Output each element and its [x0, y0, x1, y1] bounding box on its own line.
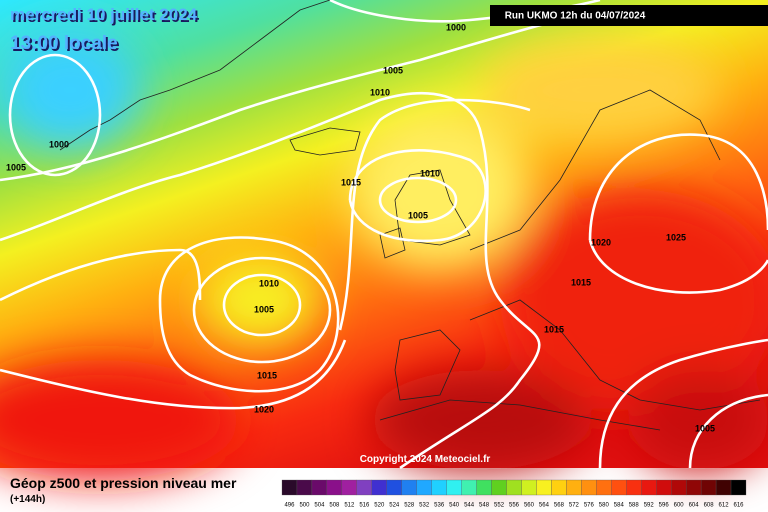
scale-label: 520	[374, 503, 385, 509]
scale-label: 508	[329, 503, 340, 509]
date-shadow: mercredi 10 juillet 2024	[12, 7, 200, 26]
scale-swatch	[296, 479, 313, 496]
scale-swatch	[685, 479, 702, 496]
isobar-label: 1015	[341, 177, 361, 187]
isobar-label: 1005	[695, 423, 715, 433]
scale-swatch	[506, 479, 522, 496]
scale-label: 596	[659, 503, 670, 509]
legend-subtitle: (+144h)	[10, 494, 45, 505]
isobar-label: 1025	[666, 232, 686, 242]
run-info: Run UKMO 12h du 04/07/2024	[505, 11, 646, 22]
scale-label: 604	[689, 503, 700, 509]
scale-swatch	[656, 479, 672, 496]
scale-swatch	[641, 479, 657, 496]
scale-swatch	[431, 479, 447, 496]
scale-label: 544	[464, 503, 475, 509]
scale-label: 568	[554, 503, 565, 509]
scale-label: 588	[629, 503, 640, 509]
scale-swatch	[626, 479, 642, 496]
scale-label: 560	[524, 503, 535, 509]
scale-swatch	[491, 479, 507, 496]
date: mercredi 10 juillet 2024	[10, 5, 198, 24]
scale-label: 496	[284, 503, 295, 509]
scale-label: 528	[404, 503, 415, 509]
isobar-label: 1015	[257, 370, 277, 380]
scale-swatch	[356, 479, 372, 496]
scale-swatch	[566, 479, 582, 496]
scale-swatch	[521, 479, 537, 496]
scale-swatch	[596, 479, 612, 496]
scale-swatch	[386, 479, 402, 496]
scale-swatch	[611, 479, 627, 496]
legend-title: Géop z500 et pression niveau mer	[10, 475, 237, 491]
scale-swatch	[671, 479, 687, 496]
coastlines	[59, 0, 761, 431]
isobar-label: 1020	[254, 404, 274, 414]
isobar-label: 1020	[591, 237, 611, 247]
scale-swatch	[416, 479, 432, 496]
scale-label: 536	[434, 503, 445, 509]
scale-label: 524	[389, 503, 400, 509]
isobar-label: 1005	[254, 304, 274, 314]
scale-label: 608	[704, 503, 715, 509]
scale-label: 500	[299, 503, 310, 509]
scale-swatch	[446, 479, 462, 496]
scale-swatch	[551, 479, 567, 496]
scale-swatch	[536, 479, 552, 496]
scale-swatch	[476, 479, 492, 496]
copyright: Copyright 2024 Meteociel.fr	[360, 454, 491, 465]
isobar-label: 1010	[420, 168, 440, 178]
scale-label: 532	[419, 503, 430, 509]
scale-swatch	[730, 479, 747, 496]
scale-label: 572	[569, 503, 580, 509]
scale-label: 548	[479, 503, 490, 509]
scale-label: 592	[644, 503, 655, 509]
scale-swatch	[581, 479, 597, 496]
scale-swatch	[715, 479, 732, 496]
isobar-label: 1005	[408, 210, 428, 220]
isobar-label: 1015	[571, 277, 591, 287]
run-box	[490, 5, 768, 26]
header: mercredi 10 juillet 2024 mercredi 10 jui…	[10, 5, 768, 56]
time: 13:00 locale	[10, 33, 118, 54]
isobar-label: 1015	[544, 324, 564, 334]
scale-label: 552	[494, 503, 505, 509]
isobar-label: 1005	[383, 65, 403, 75]
scale-swatch	[401, 479, 417, 496]
isobar-label: 1000	[49, 139, 69, 149]
isobar-label: 1000	[446, 22, 466, 32]
scale-label: 540	[449, 503, 460, 509]
isobar-label: 1005	[6, 162, 26, 172]
scale-label: 580	[599, 503, 610, 509]
color-scale: 496 500 504 508 512 516 520 524 528 532 536 540 544 5…	[281, 479, 747, 509]
scale-label: 512	[344, 503, 355, 509]
scale-swatch	[371, 479, 387, 496]
isobar-labels: 1000 1005 1010 1000 1005 1015 1010 1005 1020 1025…	[6, 22, 715, 433]
legend: Géop z500 et pression niveau mer (+144h)…	[10, 475, 747, 509]
scale-swatch	[281, 479, 298, 496]
isobar-label: 1010	[259, 278, 279, 288]
map-background	[0, 0, 768, 480]
scale-label: 576	[584, 503, 595, 509]
scale-label: 616	[734, 503, 745, 509]
scale-label: 600	[674, 503, 685, 509]
isobar-label: 1010	[370, 87, 390, 97]
scale-label: 556	[509, 503, 520, 509]
scale-label: 564	[539, 503, 550, 509]
scale-label: 504	[314, 503, 325, 509]
time-shadow: 13:00 locale	[12, 35, 120, 56]
scale-swatch	[341, 479, 357, 496]
scale-label: 516	[359, 503, 370, 509]
scale-swatch	[326, 479, 343, 496]
scale-label: 612	[719, 503, 730, 509]
isobars	[0, 0, 768, 468]
scale-swatch	[700, 479, 717, 496]
scale-swatch	[461, 479, 477, 496]
scale-swatch	[311, 479, 328, 496]
scale-label: 584	[614, 503, 625, 509]
